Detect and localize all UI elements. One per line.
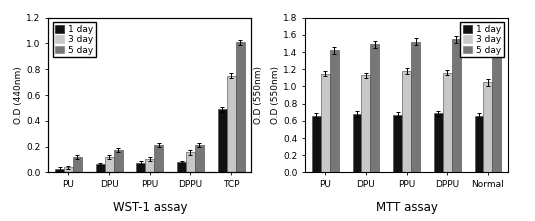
Y-axis label: O.D (440nm): O.D (440nm) bbox=[14, 66, 24, 124]
Bar bbox=[64, 167, 73, 172]
Bar bbox=[411, 42, 420, 172]
Bar bbox=[136, 163, 146, 172]
Y-axis label: O.D (550nm): O.D (550nm) bbox=[254, 66, 263, 124]
Legend: 1 day, 3 day, 5 day: 1 day, 3 day, 5 day bbox=[52, 22, 96, 57]
Bar bbox=[154, 145, 163, 172]
Bar bbox=[484, 82, 492, 172]
Bar bbox=[330, 50, 339, 172]
Bar bbox=[475, 116, 484, 172]
Y-axis label: O.D (550nm): O.D (550nm) bbox=[271, 66, 280, 124]
Bar bbox=[370, 44, 379, 172]
Bar bbox=[353, 114, 362, 172]
Text: WST-1 assay: WST-1 assay bbox=[112, 201, 187, 214]
Bar bbox=[321, 74, 330, 172]
Bar bbox=[218, 109, 227, 172]
Bar bbox=[96, 164, 105, 172]
Text: MTT assay: MTT assay bbox=[376, 201, 438, 214]
Bar bbox=[362, 75, 370, 172]
Bar bbox=[452, 39, 461, 172]
Bar bbox=[177, 162, 186, 172]
Bar bbox=[113, 150, 123, 172]
Bar bbox=[73, 157, 82, 172]
Bar bbox=[195, 145, 204, 172]
Bar bbox=[434, 113, 443, 172]
Bar bbox=[443, 73, 452, 172]
Bar bbox=[146, 159, 154, 172]
Bar bbox=[402, 71, 411, 172]
Bar bbox=[186, 152, 195, 172]
Bar bbox=[312, 116, 321, 172]
Legend: 1 day, 3 day, 5 day: 1 day, 3 day, 5 day bbox=[461, 22, 504, 57]
Bar bbox=[55, 168, 64, 172]
Bar bbox=[227, 76, 235, 172]
Bar bbox=[235, 42, 244, 172]
Bar bbox=[492, 43, 501, 172]
Bar bbox=[105, 157, 113, 172]
Bar bbox=[393, 115, 402, 172]
